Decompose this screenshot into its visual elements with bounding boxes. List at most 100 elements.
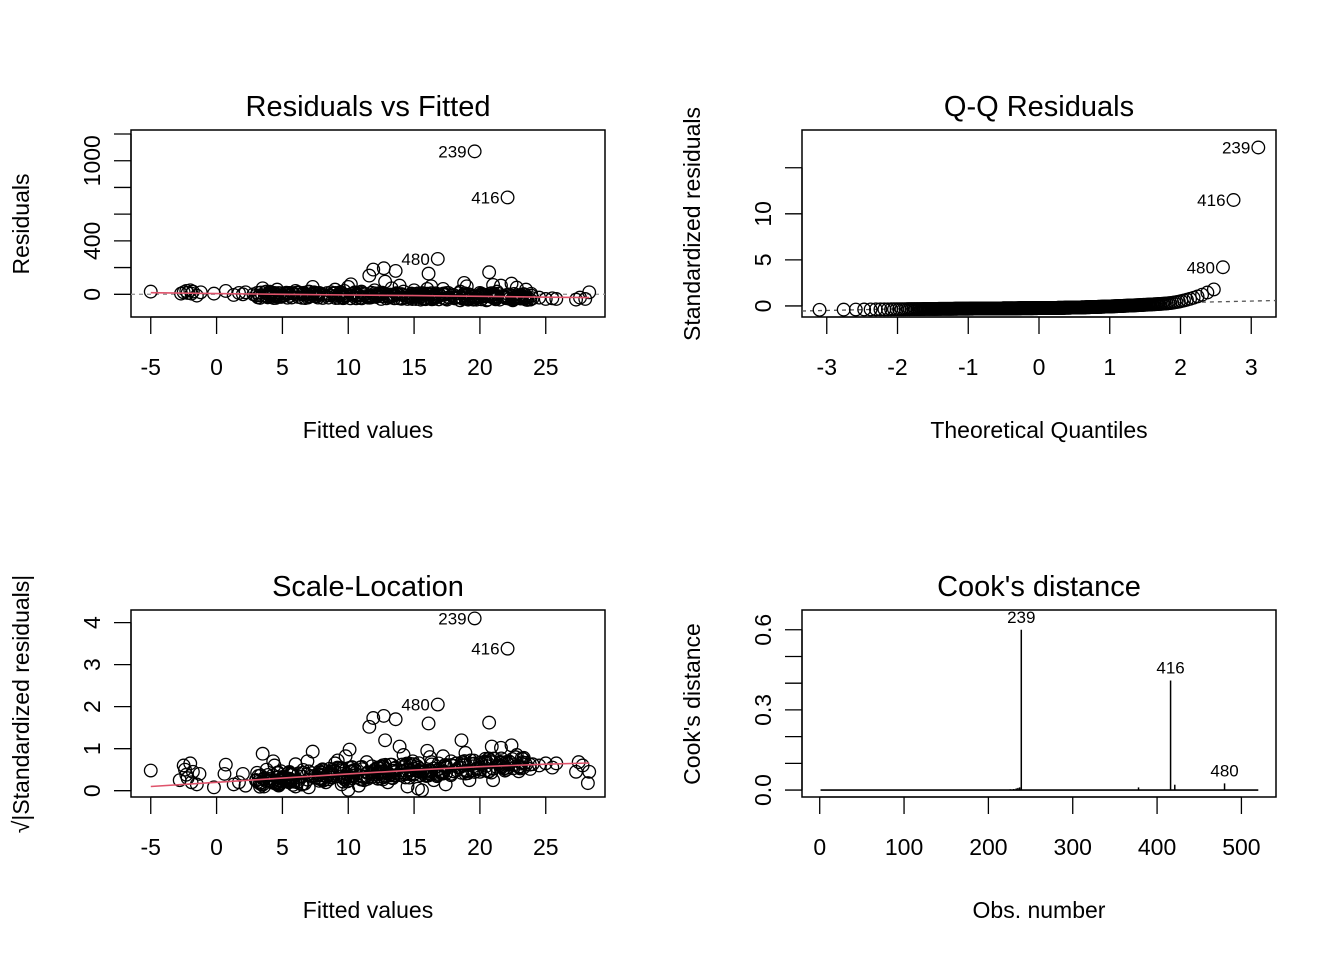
x-tick-label: 0: [210, 354, 223, 380]
data-point: [324, 764, 339, 779]
data-point: [338, 771, 353, 786]
x-tick-label: -5: [141, 834, 161, 860]
x-tick-label: 20: [467, 354, 493, 380]
y-tick-label: 0: [79, 288, 105, 301]
x-tick-label: -3: [817, 354, 837, 380]
x-tick-label: 0: [210, 834, 223, 860]
smoother-line: [150, 291, 590, 299]
data-point: [305, 744, 320, 759]
x-tick-label: 10: [335, 354, 361, 380]
point-label: 239: [438, 609, 466, 628]
x-tick-label: -5: [141, 354, 161, 380]
x-tick-label: 25: [533, 354, 559, 380]
data-point: [268, 775, 283, 790]
data-point: [580, 776, 595, 791]
plot-frame: [801, 129, 1277, 318]
data-point: [325, 762, 340, 777]
panel-title: Cook's distance: [937, 571, 1141, 603]
data-point: [366, 262, 381, 277]
x-axis-label: Obs. number: [973, 897, 1106, 923]
data-point: [189, 288, 204, 303]
data-point: [873, 302, 888, 317]
data-point: [347, 285, 362, 300]
y-tick-label: 5: [750, 253, 776, 266]
point-label: 480: [401, 696, 429, 715]
data-point: [512, 760, 527, 775]
data-point: [430, 697, 445, 712]
data-point: [582, 764, 597, 779]
x-axis-label: Theoretical Quantiles: [930, 417, 1147, 443]
data-point: [467, 611, 482, 626]
data-point: [473, 755, 487, 770]
x-tick-label: 10: [335, 834, 361, 860]
y-tick-label: 3: [79, 658, 105, 671]
x-tick-label: 25: [533, 834, 559, 860]
data-point: [378, 274, 393, 289]
data-point: [430, 251, 445, 266]
data-point: [291, 290, 306, 304]
y-tick-label: 1000: [79, 135, 105, 186]
data-point: [301, 764, 316, 779]
plot-frame: [130, 129, 606, 318]
data-point: [143, 763, 158, 778]
point-label: 239: [438, 142, 466, 161]
data-point: [863, 302, 878, 317]
y-tick-label: 400: [79, 222, 105, 260]
y-axis-label: Standardized residuals: [679, 107, 705, 341]
x-axis-label: Fitted values: [303, 417, 433, 443]
data-point: [549, 292, 564, 306]
y-tick-label: 0: [750, 300, 776, 313]
point-label: 416: [471, 640, 499, 659]
point-label: 239: [1007, 608, 1035, 627]
data-point: [301, 780, 316, 795]
qq-residuals-panel: Q-Q Residuals Theoretical Quantiles Stan…: [679, 91, 1277, 443]
data-point: [218, 284, 233, 298]
data-point: [582, 285, 597, 300]
data-point: [217, 766, 232, 781]
x-tick-label: -1: [958, 354, 978, 380]
data-point: [482, 265, 497, 280]
data-point: [400, 779, 415, 794]
data-point: [357, 286, 372, 301]
data-point: [380, 775, 395, 790]
data-point: [571, 755, 586, 770]
data-point: [255, 746, 270, 761]
data-point: [1215, 260, 1230, 275]
point-label: 480: [1187, 258, 1215, 277]
x-tick-label: 20: [467, 834, 493, 860]
data-point: [388, 712, 403, 727]
data-point: [494, 740, 508, 755]
plot-area: [820, 629, 1259, 791]
data-point: [1226, 193, 1241, 207]
data-point: [500, 641, 515, 656]
panel-title: Residuals vs Fitted: [246, 91, 491, 123]
data-point: [291, 774, 306, 789]
data-point: [538, 292, 553, 306]
data-point: [361, 290, 375, 305]
data-point: [275, 289, 290, 304]
residuals-vs-fitted-panel: Residuals vs Fitted Fitted values Residu…: [8, 91, 606, 443]
point-label: 416: [1156, 659, 1184, 678]
data-point: [578, 292, 593, 306]
x-tick-label: 300: [1054, 834, 1092, 860]
data-point: [366, 711, 381, 725]
data-point: [524, 288, 539, 303]
data-point: [378, 768, 393, 783]
x-tick-label: 15: [401, 354, 427, 380]
data-point: [192, 766, 207, 781]
y-tick-label: 1: [79, 742, 105, 755]
x-tick-label: 400: [1138, 834, 1176, 860]
data-point: [185, 764, 200, 779]
data-point: [1251, 140, 1266, 155]
point-label: 416: [471, 188, 499, 207]
data-point: [183, 756, 198, 771]
plot-area: [131, 144, 605, 308]
data-point: [439, 766, 454, 781]
data-point: [143, 284, 158, 299]
x-tick-label: 5: [276, 354, 289, 380]
data-point: [1200, 285, 1215, 300]
y-tick-label: 0.0: [750, 774, 776, 806]
plot-frame: [801, 609, 1277, 798]
data-point: [545, 760, 560, 775]
